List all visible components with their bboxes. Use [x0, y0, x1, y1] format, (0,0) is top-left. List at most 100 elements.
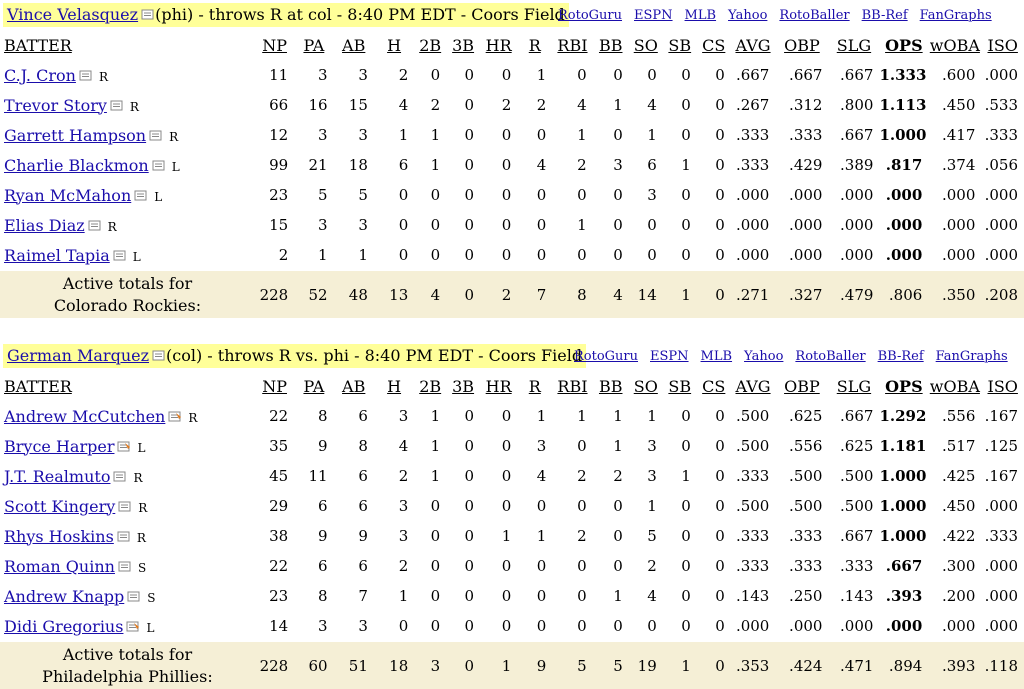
batter-name-link[interactable]: Charlie Blackmon — [4, 155, 149, 175]
column-header-hr[interactable]: HR — [485, 35, 512, 55]
batter-name-link[interactable]: Rhys Hoskins — [4, 526, 114, 546]
column-header-ab[interactable]: AB — [342, 376, 366, 396]
column-header-bb[interactable]: BB — [598, 376, 623, 396]
batter-name-link[interactable]: Trevor Story — [4, 95, 107, 115]
column-header-bb[interactable]: BB — [598, 35, 623, 55]
column-header-so[interactable]: SO — [633, 376, 658, 396]
link-mlb[interactable]: MLB — [700, 349, 733, 364]
column-header-batter[interactable]: BATTER — [4, 35, 72, 55]
column-header-batter[interactable]: BATTER — [4, 376, 72, 396]
column-header-r[interactable]: R — [528, 376, 541, 396]
batter-name-link[interactable]: Garrett Hampson — [4, 125, 147, 145]
note-icon[interactable] — [113, 250, 127, 262]
column-header-woba[interactable]: wOBA — [929, 376, 980, 396]
batter-name-link[interactable]: Raimel Tapia — [4, 245, 110, 265]
link-yahoo[interactable]: Yahoo — [744, 349, 784, 364]
column-header-pa[interactable]: PA — [303, 35, 325, 55]
stat-so: 2 — [647, 557, 657, 575]
link-bbref[interactable]: BB-Ref — [861, 8, 908, 23]
batter-name-link[interactable]: Didi Gregorius — [4, 616, 124, 636]
note-icon[interactable] — [149, 130, 163, 142]
stat-bb: 3 — [613, 156, 623, 174]
stat-slg: .000 — [840, 246, 874, 264]
note-icon[interactable] — [127, 591, 141, 603]
column-header-slg[interactable]: SLG — [836, 35, 872, 55]
stat-ops: 1.000 — [879, 126, 927, 144]
note-icon[interactable] — [117, 531, 131, 543]
column-header-3b[interactable]: 3B — [452, 35, 475, 55]
column-header-ops[interactable]: OPS — [885, 35, 923, 55]
stat-woba: .422 — [942, 527, 976, 545]
batter-name-link[interactable]: Elias Diaz — [4, 215, 85, 235]
column-header-iso[interactable]: ISO — [987, 376, 1018, 396]
note-icon[interactable] — [134, 190, 148, 202]
column-header-slg[interactable]: SLG — [836, 376, 872, 396]
stat-slg: .625 — [840, 437, 874, 455]
batter-name-link[interactable]: J.T. Realmuto — [4, 466, 111, 486]
column-header-ab[interactable]: AB — [342, 35, 366, 55]
note-icon[interactable] — [110, 100, 124, 112]
column-header-r[interactable]: R — [528, 35, 541, 55]
column-header-avg[interactable]: AVG — [735, 376, 771, 396]
news-note-icon[interactable] — [117, 441, 131, 453]
batter-name-link[interactable]: Bryce Harper — [4, 436, 115, 456]
batter-name-link[interactable]: Andrew McCutchen — [4, 406, 166, 426]
link-rotoballer[interactable]: RotoBaller — [795, 349, 866, 364]
batter-name-link[interactable]: Ryan McMahon — [4, 185, 132, 205]
stat-bb: 2 — [613, 467, 623, 485]
batter-name-link[interactable]: Roman Quinn — [4, 556, 115, 576]
note-icon[interactable] — [118, 561, 132, 573]
link-mlb[interactable]: MLB — [684, 8, 717, 23]
column-header-2b[interactable]: 2B — [419, 35, 442, 55]
column-header-hr[interactable]: HR — [485, 376, 512, 396]
column-header-np[interactable]: NP — [262, 376, 287, 396]
column-header-obp[interactable]: OBP — [784, 35, 820, 55]
note-icon[interactable] — [79, 70, 93, 82]
note-icon[interactable] — [118, 501, 132, 513]
column-header-h[interactable]: H — [387, 35, 402, 55]
pitcher-link[interactable]: Vince Velasquez — [7, 5, 139, 24]
column-header-cs[interactable]: CS — [702, 376, 726, 396]
column-header-sb[interactable]: SB — [668, 376, 692, 396]
link-espn[interactable]: ESPN — [634, 8, 673, 23]
note-icon[interactable] — [88, 220, 102, 232]
stat-3b: 0 — [464, 467, 475, 485]
link-fangraphs[interactable]: FanGraphs — [919, 8, 992, 23]
note-icon[interactable] — [113, 471, 127, 483]
column-header-so[interactable]: SO — [633, 35, 658, 55]
batter-cell: Andrew Knapp S — [0, 581, 255, 611]
column-header-sb[interactable]: SB — [668, 35, 692, 55]
column-header-cs[interactable]: CS — [702, 35, 726, 55]
news-note-icon[interactable] — [126, 621, 140, 633]
batter-name-link[interactable]: C.J. Cron — [4, 65, 76, 85]
column-header-obp[interactable]: OBP — [784, 376, 820, 396]
stat-obp: .000 — [789, 216, 823, 234]
stat-np: 22 — [269, 407, 289, 425]
link-bbref[interactable]: BB-Ref — [877, 349, 924, 364]
column-header-iso[interactable]: ISO — [987, 35, 1018, 55]
batter-name-link[interactable]: Scott Kingery — [4, 496, 116, 516]
stat-woba: .200 — [942, 587, 976, 605]
link-fangraphs[interactable]: FanGraphs — [935, 349, 1008, 364]
link-rotoguru[interactable]: RotoGuru — [574, 349, 639, 364]
link-rotoballer[interactable]: RotoBaller — [779, 8, 850, 23]
column-header-rbi[interactable]: RBI — [557, 35, 588, 55]
column-header-woba[interactable]: wOBA — [929, 35, 980, 55]
batter-name-link[interactable]: Andrew Knapp — [4, 586, 125, 606]
link-rotoguru[interactable]: RotoGuru — [558, 8, 623, 23]
note-icon[interactable] — [152, 350, 166, 362]
note-icon[interactable] — [141, 9, 155, 21]
column-header-3b[interactable]: 3B — [452, 376, 475, 396]
column-header-avg[interactable]: AVG — [735, 35, 771, 55]
column-header-rbi[interactable]: RBI — [557, 376, 588, 396]
link-espn[interactable]: ESPN — [650, 349, 689, 364]
note-icon[interactable] — [152, 160, 166, 172]
link-yahoo[interactable]: Yahoo — [728, 8, 768, 23]
column-header-ops[interactable]: OPS — [885, 376, 923, 396]
column-header-2b[interactable]: 2B — [419, 376, 442, 396]
news-note-icon[interactable] — [168, 411, 182, 423]
pitcher-link[interactable]: German Marquez — [7, 346, 150, 365]
column-header-h[interactable]: H — [387, 376, 402, 396]
column-header-pa[interactable]: PA — [303, 376, 325, 396]
column-header-np[interactable]: NP — [262, 35, 287, 55]
